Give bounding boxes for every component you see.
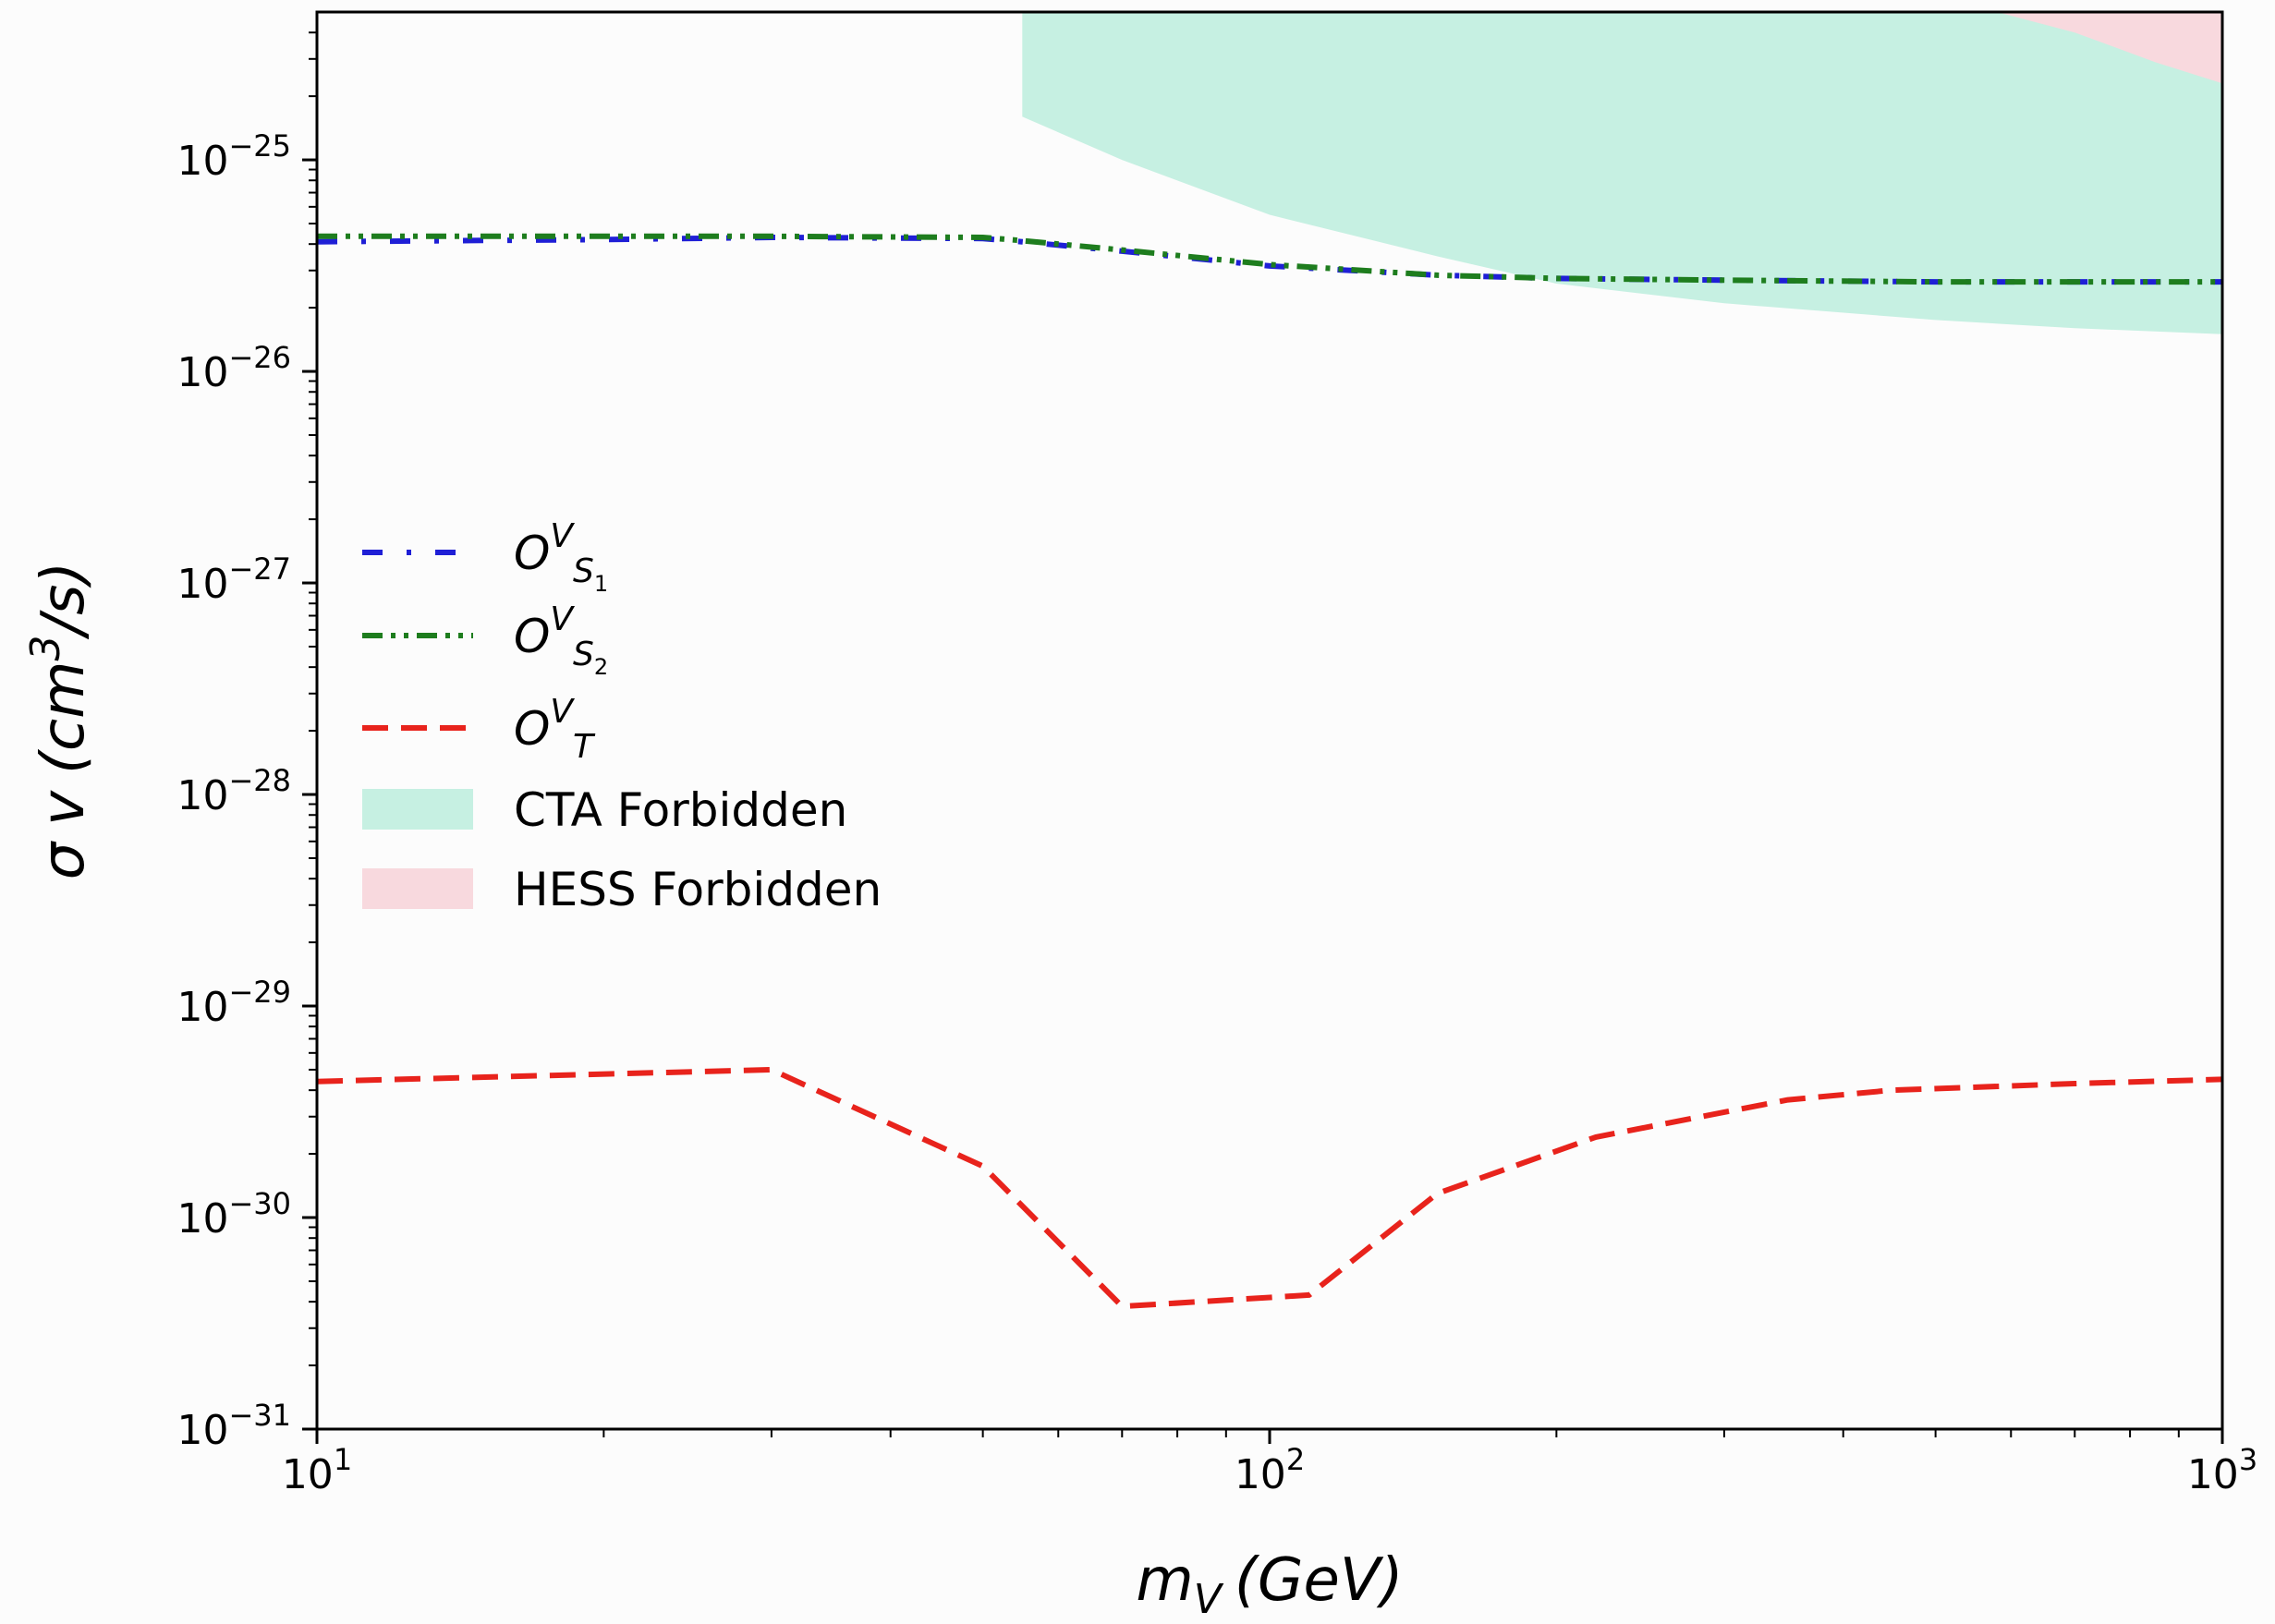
- y-tick-label: 10−27: [176, 551, 291, 608]
- x-axis-symbol: m: [1136, 1546, 1193, 1615]
- x-tick-label: 103: [2187, 1442, 2257, 1498]
- region-hess-forbidden: [1997, 12, 2222, 84]
- forbidden-regions: [1022, 12, 2222, 334]
- x-axis-unit: (GeV): [1235, 1546, 1404, 1615]
- y-axis-unit-close: /s): [30, 562, 98, 640]
- legend-label-s1: OVS1: [514, 517, 608, 597]
- legend-label-cta: CTA Forbidden: [514, 783, 847, 837]
- y-tick-label: 10−30: [176, 1186, 291, 1242]
- y-tick-label: 10−25: [176, 128, 291, 185]
- y-tick-label: 10−31: [176, 1398, 291, 1454]
- legend-label-hess: HESS Forbidden: [514, 863, 882, 916]
- y-axis-sigma: σ: [30, 840, 98, 879]
- y-axis-unit-open: (cm: [30, 661, 98, 774]
- y-axis-title: σv (cm3/s): [22, 562, 98, 880]
- x-axis-title: mV (GeV): [1136, 1546, 1403, 1623]
- y-axis-unit-exponent: 3: [22, 635, 69, 661]
- legend-swatch-hess: [362, 868, 473, 909]
- axis-tick-labels: 101 102 103 10−31 10−30 10−29 10−28 10−27 10−26 1…: [176, 128, 2257, 1498]
- series-line-s2: [317, 233, 2222, 285]
- y-tick-label: 10−26: [176, 340, 291, 396]
- series-line-t: [316, 1067, 2223, 1310]
- legend-label-s2: OVS2: [514, 600, 608, 680]
- legend-swatch-cta: [362, 789, 473, 830]
- x-tick-label: 101: [282, 1442, 352, 1498]
- series-lines: [316, 233, 2223, 1310]
- axis-ticks: [302, 31, 2224, 1444]
- region-cta-forbidden: [1022, 12, 2222, 334]
- y-tick-label: 10−28: [176, 763, 291, 819]
- y-tick-label: 10−29: [176, 975, 291, 1031]
- legend-label-t: OVT: [514, 693, 596, 766]
- y-axis-v: v: [30, 790, 98, 826]
- x-axis-subscript: V: [1194, 1576, 1224, 1623]
- x-tick-label: 102: [1235, 1442, 1305, 1498]
